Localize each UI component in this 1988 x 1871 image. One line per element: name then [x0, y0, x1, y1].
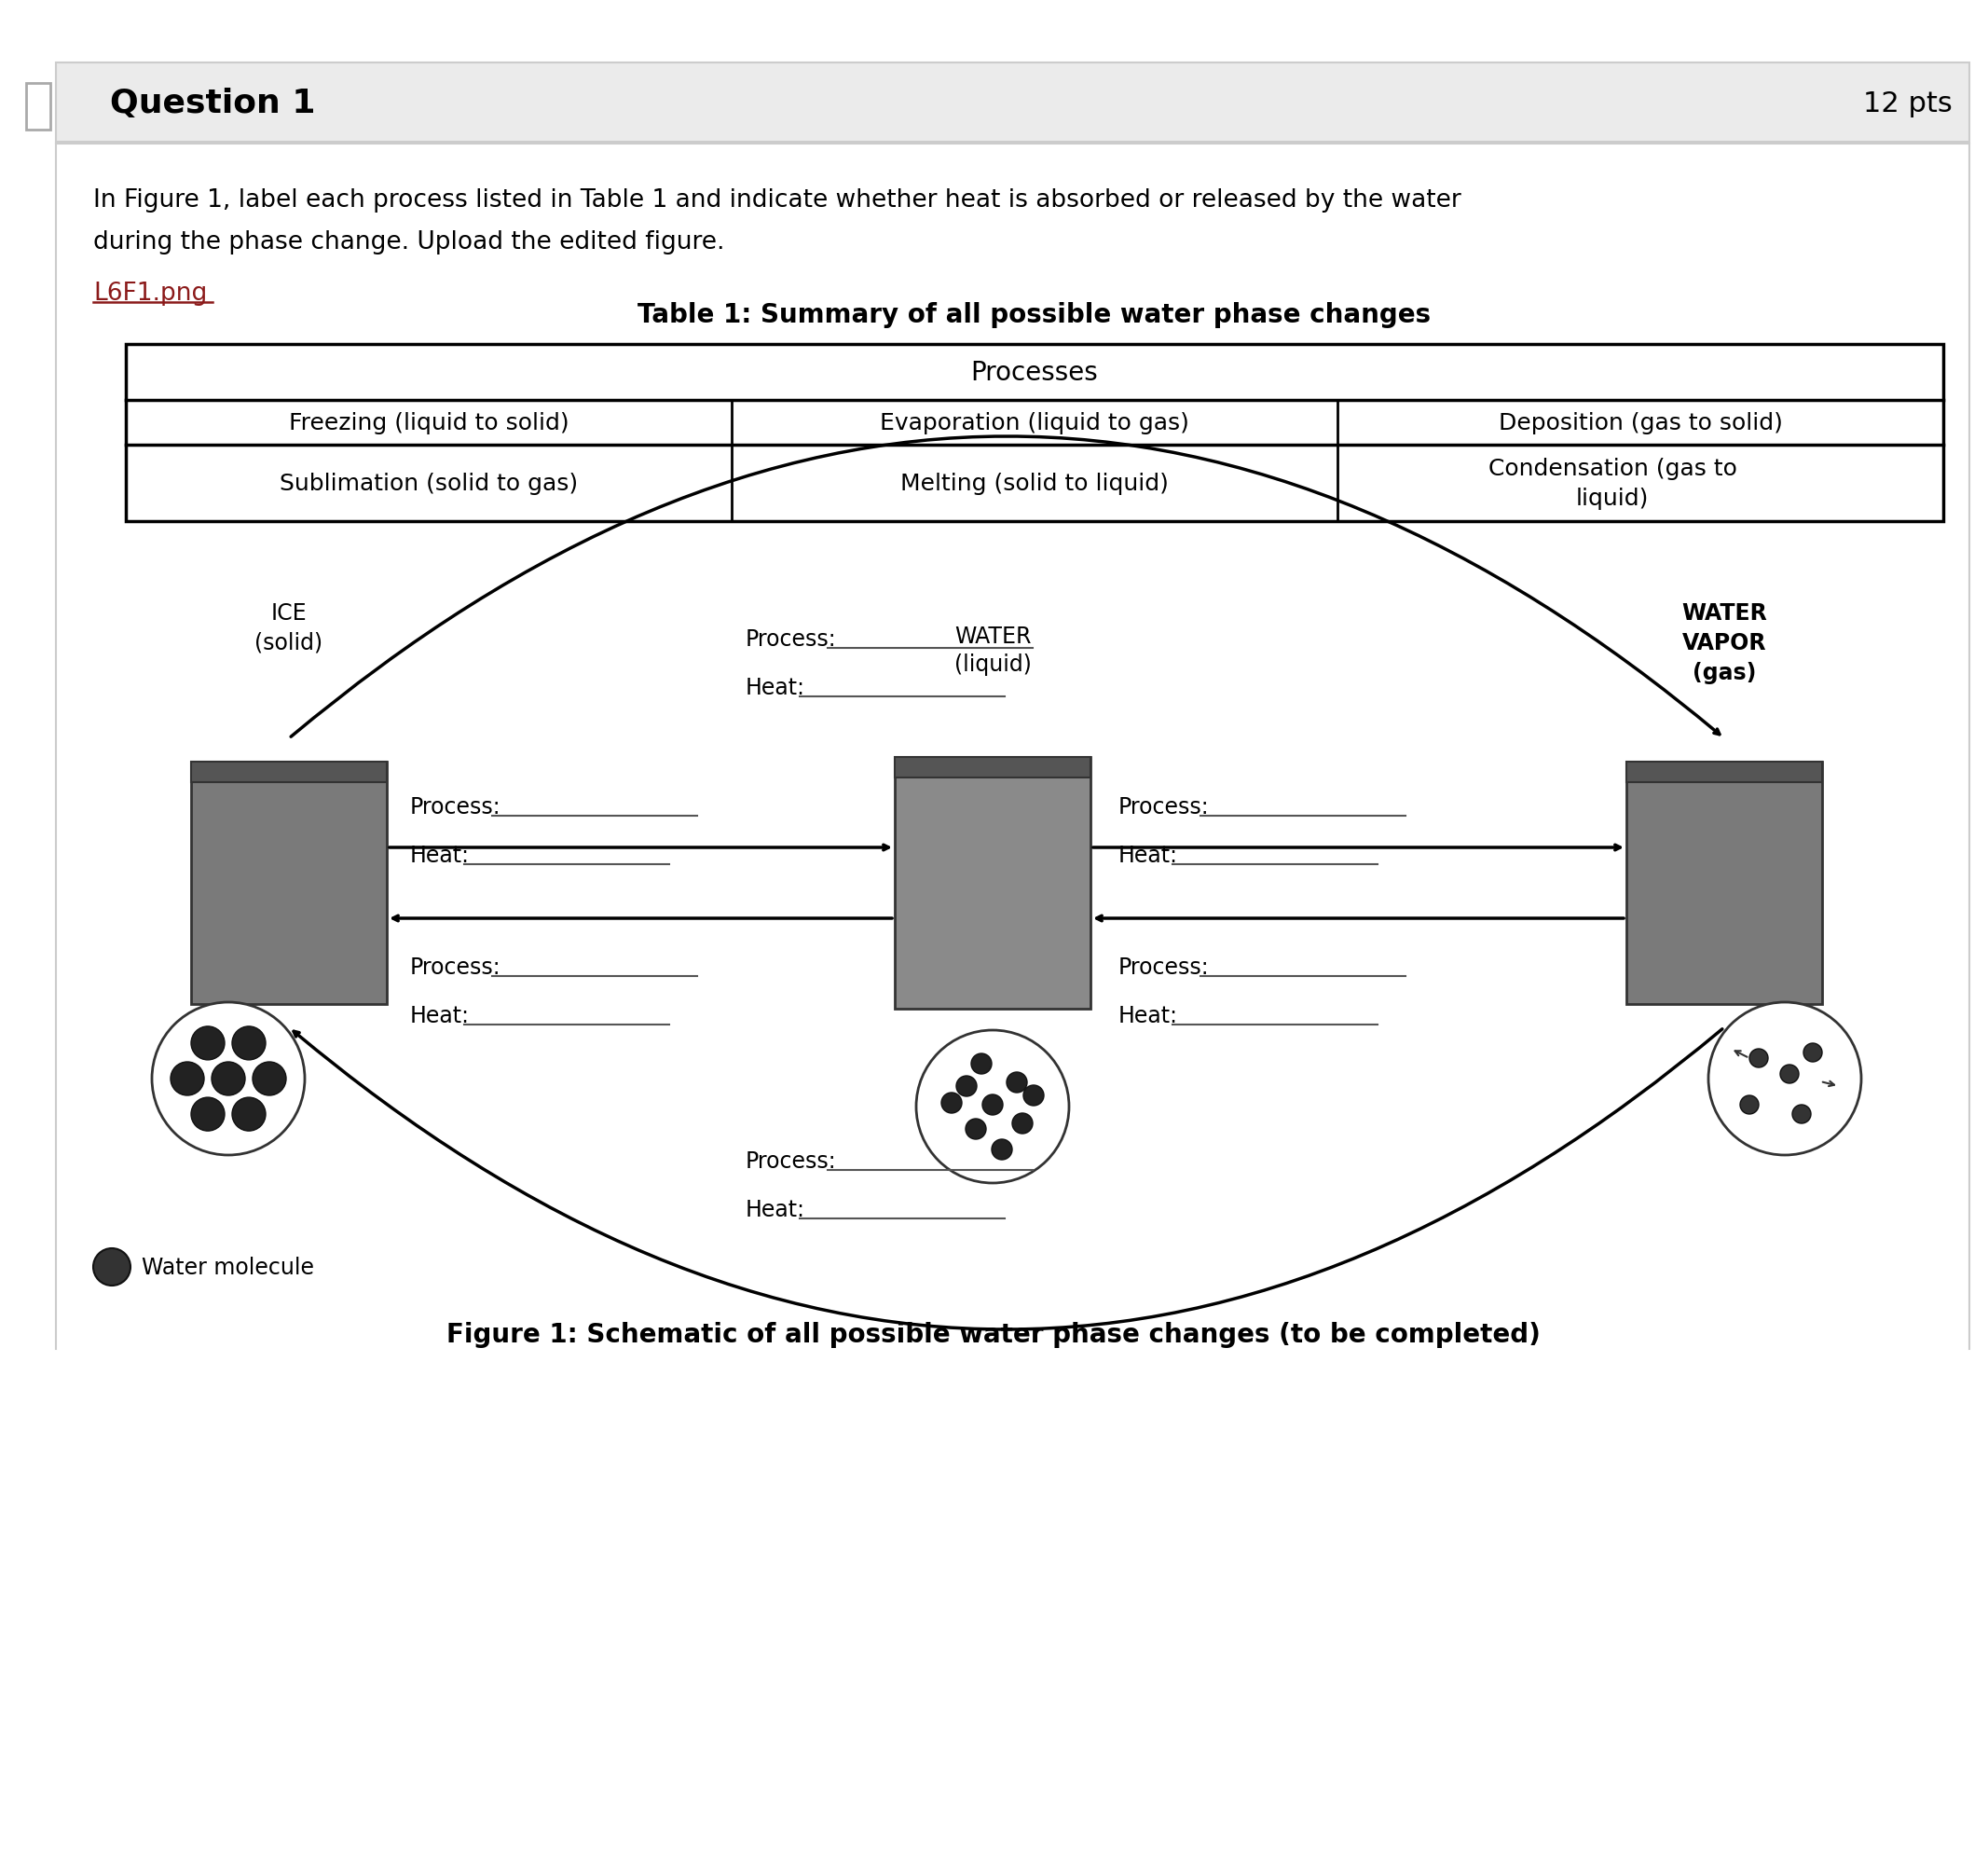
Text: (gas): (gas) — [1692, 662, 1755, 685]
Bar — [895, 758, 1091, 778]
Circle shape — [916, 1031, 1070, 1182]
Bar — [1626, 761, 1823, 1005]
Text: Process:: Process: — [1119, 956, 1209, 979]
Circle shape — [233, 1027, 266, 1061]
Circle shape — [1803, 1044, 1823, 1063]
Text: WATER: WATER — [954, 625, 1032, 647]
Bar — [1626, 761, 1823, 782]
Text: Sublimation (solid to gas): Sublimation (solid to gas) — [280, 471, 579, 494]
Text: liquid): liquid) — [1576, 486, 1648, 509]
Text: Water molecule: Water molecule — [141, 1255, 314, 1278]
Text: Process:: Process: — [410, 795, 501, 818]
Circle shape — [233, 1098, 266, 1132]
Circle shape — [1740, 1096, 1759, 1115]
Text: Heat:: Heat: — [746, 677, 805, 700]
Circle shape — [1012, 1113, 1032, 1134]
Bar — [895, 758, 1091, 1008]
Text: Heat:: Heat: — [746, 1197, 805, 1220]
Text: (solid): (solid) — [254, 632, 322, 655]
Text: Evaporation (liquid to gas): Evaporation (liquid to gas) — [881, 412, 1189, 434]
Text: Heat:: Heat: — [1119, 844, 1179, 866]
Text: Question 1: Question 1 — [109, 88, 316, 120]
Text: Freezing (liquid to solid): Freezing (liquid to solid) — [288, 412, 569, 434]
Text: L6F1.png: L6F1.png — [93, 281, 207, 305]
Circle shape — [956, 1076, 976, 1096]
Text: Table 1: Summary of all possible water phase changes: Table 1: Summary of all possible water p… — [638, 301, 1431, 327]
Circle shape — [972, 1053, 992, 1074]
Text: Heat:: Heat: — [1119, 1005, 1179, 1027]
Circle shape — [1793, 1106, 1811, 1124]
Text: Process:: Process: — [746, 629, 837, 651]
Circle shape — [966, 1119, 986, 1139]
Bar — [191, 761, 388, 1005]
Circle shape — [211, 1063, 245, 1096]
Circle shape — [1779, 1065, 1799, 1083]
Text: Figure 1: Schematic of all possible water phase changes (to be completed): Figure 1: Schematic of all possible wate… — [447, 1321, 1541, 1347]
Text: In Figure 1, label each process listed in Table 1 and indicate whether heat is a: In Figure 1, label each process listed i… — [93, 189, 1461, 213]
Text: during the phase change. Upload the edited figure.: during the phase change. Upload the edit… — [93, 230, 726, 254]
Circle shape — [171, 1063, 205, 1096]
Bar — [26, 84, 50, 131]
Text: Deposition (gas to solid): Deposition (gas to solid) — [1499, 412, 1783, 434]
Circle shape — [992, 1139, 1012, 1160]
Text: (liquid): (liquid) — [954, 653, 1032, 675]
Circle shape — [151, 1003, 304, 1156]
Bar — [56, 64, 1970, 142]
Circle shape — [93, 1248, 131, 1285]
Bar — [191, 761, 388, 782]
Text: 12 pts: 12 pts — [1863, 90, 1952, 116]
Circle shape — [1006, 1072, 1028, 1093]
Circle shape — [1708, 1003, 1861, 1156]
Text: Melting (solid to liquid): Melting (solid to liquid) — [901, 471, 1169, 494]
Circle shape — [191, 1027, 225, 1061]
Circle shape — [1749, 1050, 1767, 1068]
Text: Heat:: Heat: — [410, 1005, 469, 1027]
Circle shape — [942, 1093, 962, 1113]
Text: VAPOR: VAPOR — [1682, 632, 1767, 655]
Circle shape — [191, 1098, 225, 1132]
Text: ICE: ICE — [270, 602, 306, 625]
Bar — [125, 344, 1942, 522]
Text: Process:: Process: — [1119, 795, 1209, 818]
Text: Process:: Process: — [410, 956, 501, 979]
Text: WATER: WATER — [1682, 602, 1767, 625]
Text: Heat:: Heat: — [410, 844, 469, 866]
Text: Process:: Process: — [746, 1151, 837, 1171]
Text: Condensation (gas to: Condensation (gas to — [1489, 458, 1738, 479]
Text: Processes: Processes — [970, 359, 1097, 385]
Circle shape — [1024, 1085, 1044, 1106]
Circle shape — [252, 1063, 286, 1096]
Circle shape — [982, 1095, 1002, 1115]
